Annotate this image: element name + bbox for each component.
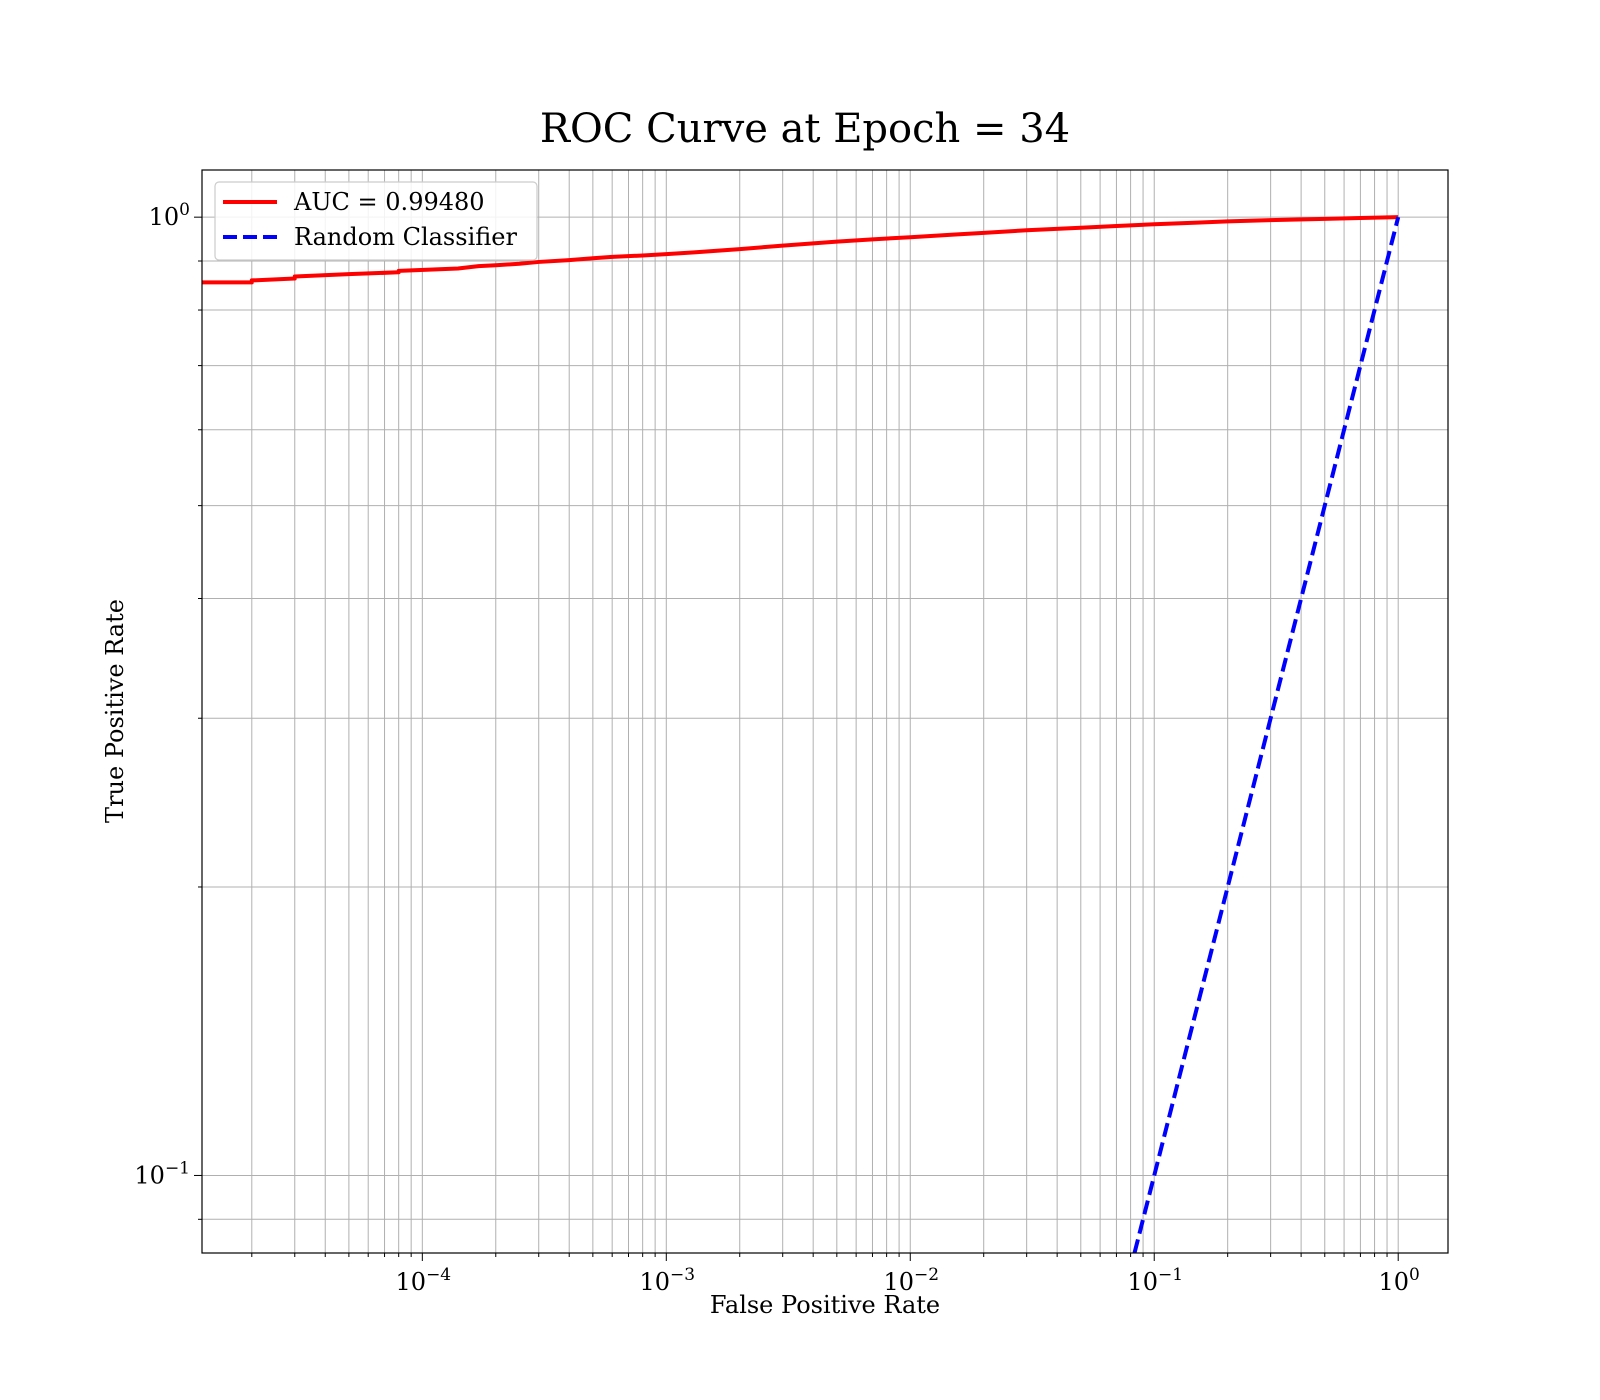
y-axis-label: True Positive Rate bbox=[101, 599, 129, 823]
y-tick-labels: 10−1 100 bbox=[134, 200, 190, 1189]
x-tick-label: 100 bbox=[1379, 1265, 1420, 1296]
y-tick-label: 100 bbox=[149, 200, 190, 231]
x-tick-label: 10−3 bbox=[639, 1265, 695, 1296]
tick-marks bbox=[194, 216, 1399, 1261]
x-axis-label: False Positive Rate bbox=[710, 1291, 940, 1319]
x-tick-labels: 10−4 10−3 10−2 10−1 100 bbox=[396, 1265, 1420, 1296]
random-classifier-line bbox=[1132, 216, 1401, 1253]
y-tick-label: 10−1 bbox=[134, 1158, 190, 1189]
legend-label-random: Random Classifier bbox=[294, 223, 517, 251]
legend: AUC = 0.99480 Random Classifier bbox=[214, 181, 538, 261]
x-tick-label: 10−2 bbox=[883, 1265, 939, 1296]
chart-title: ROC Curve at Epoch = 34 bbox=[540, 106, 1070, 152]
legend-box bbox=[214, 181, 538, 261]
roc-curve-line bbox=[202, 215, 1399, 285]
plot-frame bbox=[201, 169, 1449, 1254]
x-tick-label: 10−4 bbox=[396, 1265, 452, 1296]
legend-label-auc: AUC = 0.99480 bbox=[293, 188, 485, 216]
grid-lines bbox=[202, 170, 1448, 1253]
plot-lines bbox=[202, 215, 1401, 1253]
x-tick-label: 10−1 bbox=[1127, 1265, 1183, 1296]
